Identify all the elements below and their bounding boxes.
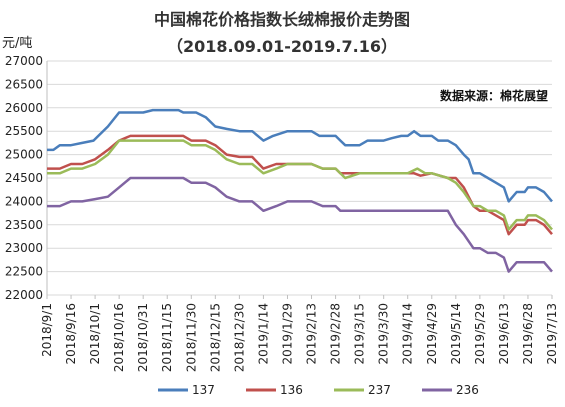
x-tick-label: 2019/5/14 — [449, 303, 463, 365]
legend-label-237: 237 — [368, 383, 391, 397]
y-axis-ticks: 22000 22500 23000 23500 24000 24500 25000 25500… — [5, 54, 43, 302]
y-tick-label: 22500 — [5, 265, 43, 279]
data-source-note: 数据来源：棉花展望 — [440, 88, 548, 103]
chart-title: 中国棉花价格指数长绒棉报价走势图 — [154, 10, 410, 29]
x-tick-label: 2018/12/15 — [208, 303, 222, 372]
x-tick-label: 2019/4/29 — [425, 303, 439, 365]
y-tick-label: 23000 — [5, 241, 43, 255]
x-tick-label: 2019/6/28 — [521, 303, 535, 365]
x-tick-label: 2019/3/15 — [353, 303, 367, 365]
series-line-137 — [47, 108, 553, 203]
y-tick-label: 26000 — [5, 101, 43, 115]
y-tick-label: 24500 — [5, 171, 43, 185]
x-tick-label: 2019/4/14 — [401, 303, 415, 365]
y-tick-label: 25500 — [5, 124, 43, 138]
y-tick-label: 25000 — [5, 148, 43, 162]
x-tick-label: 2018/11/15 — [160, 303, 174, 372]
x-tick-label: 2019/7/13 — [545, 303, 559, 365]
x-tick-label: 2019/6/13 — [497, 303, 511, 365]
x-tick-label: 2019/1/14 — [256, 303, 270, 365]
series-line-237 — [47, 139, 553, 231]
legend-label-136: 136 — [280, 383, 303, 397]
x-tick-label: 2018/9/1 — [40, 303, 54, 357]
x-tick-label: 2019/2/28 — [329, 303, 343, 365]
legend-label-137: 137 — [192, 383, 215, 397]
y-tick-label: 27000 — [5, 54, 43, 68]
legend-label-236: 236 — [456, 383, 479, 397]
x-tick-label: 2019/3/30 — [377, 303, 391, 365]
series-lines — [47, 108, 553, 273]
x-tick-label: 2018/10/16 — [112, 303, 126, 372]
chart-subtitle: （2018.09.01-2019.7.16） — [167, 37, 397, 56]
x-tick-label: 2018/11/30 — [184, 303, 198, 372]
y-tick-label: 22000 — [5, 288, 43, 302]
series-line-236 — [47, 176, 553, 273]
x-tick-label: 2019/2/13 — [305, 303, 319, 365]
y-tick-label: 24000 — [5, 194, 43, 208]
x-axis-ticks: 2018/9/1 2018/9/16 2018/10/1 2018/10/16 2018… — [40, 295, 559, 372]
y-tick-label: 23500 — [5, 218, 43, 232]
x-tick-label: 2018/9/16 — [64, 303, 78, 365]
x-tick-label: 2019/1/29 — [280, 303, 294, 365]
x-tick-label: 2018/10/31 — [136, 303, 150, 372]
x-tick-label: 2019/5/29 — [473, 303, 487, 365]
x-tick-label: 2018/10/1 — [88, 303, 102, 365]
chart-legend: 137 136 237 236 — [158, 383, 479, 397]
x-tick-label: 2018/12/30 — [232, 303, 246, 372]
y-tick-label: 26500 — [5, 77, 43, 91]
y-axis-unit-label: 元/吨 — [2, 36, 32, 51]
